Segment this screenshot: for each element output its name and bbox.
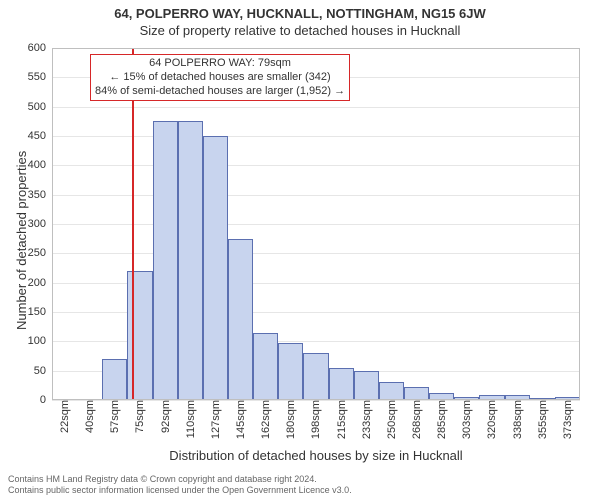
x-tick-label: 250sqm: [382, 400, 398, 439]
y-axis-label: Number of detached properties: [14, 151, 29, 330]
histogram-bar: [253, 333, 278, 400]
y-tick-label: 400: [28, 159, 52, 171]
y-tick-label: 0: [40, 394, 52, 406]
y-tick-label: 600: [28, 42, 52, 54]
y-tick-label: 300: [28, 218, 52, 230]
y-tick-label: 50: [34, 365, 52, 377]
x-tick-label: 320sqm: [482, 400, 498, 439]
footer-line-2: Contains public sector information licen…: [8, 485, 352, 496]
histogram-bar: [329, 368, 354, 400]
x-tick-label: 268sqm: [407, 400, 423, 439]
grid-line: [52, 48, 580, 49]
grid-line: [52, 253, 580, 254]
x-tick-label: 127sqm: [206, 400, 222, 439]
x-tick-label: 110sqm: [181, 400, 197, 438]
y-tick-label: 450: [28, 130, 52, 142]
page-title-address: 64, POLPERRO WAY, HUCKNALL, NOTTINGHAM, …: [0, 0, 600, 21]
y-tick-label: 550: [28, 71, 52, 83]
x-tick-label: 303sqm: [457, 400, 473, 439]
x-tick-label: 162sqm: [256, 400, 272, 439]
y-tick-label: 150: [28, 306, 52, 318]
histogram-bar: [153, 121, 178, 400]
y-tick-label: 500: [28, 101, 52, 113]
x-tick-label: 92sqm: [156, 400, 172, 433]
y-tick-label: 100: [28, 335, 52, 347]
histogram-bar: [178, 121, 203, 400]
y-tick-label: 250: [28, 247, 52, 259]
histogram-bar: [379, 382, 404, 400]
histogram-bar: [228, 239, 253, 400]
x-tick-label: 22sqm: [55, 400, 71, 433]
footer-line-1: Contains HM Land Registry data © Crown c…: [8, 474, 352, 485]
grid-line: [52, 224, 580, 225]
plot-area: 05010015020025030035040045050055060022sq…: [52, 48, 580, 400]
x-tick-label: 57sqm: [105, 400, 121, 433]
annotation-line-2: ← 15% of detached houses are smaller (34…: [95, 71, 345, 85]
x-tick-label: 355sqm: [533, 400, 549, 439]
grid-line: [52, 165, 580, 166]
page-title-subtitle: Size of property relative to detached ho…: [0, 21, 600, 38]
grid-line: [52, 195, 580, 196]
x-tick-label: 233sqm: [357, 400, 373, 439]
chart-container: 64, POLPERRO WAY, HUCKNALL, NOTTINGHAM, …: [0, 0, 600, 500]
histogram-bar: [303, 353, 328, 400]
annotation-line-3: 84% of semi-detached houses are larger (…: [95, 85, 345, 99]
x-tick-label: 215sqm: [332, 400, 348, 439]
annotation-line-1: 64 POLPERRO WAY: 79sqm: [95, 57, 345, 71]
x-tick-label: 373sqm: [558, 400, 574, 439]
y-tick-label: 350: [28, 189, 52, 201]
x-tick-label: 180sqm: [281, 400, 297, 439]
x-axis-label: Distribution of detached houses by size …: [52, 448, 580, 463]
x-tick-label: 198sqm: [306, 400, 322, 439]
x-tick-label: 75sqm: [130, 400, 146, 433]
histogram-bar: [354, 371, 379, 400]
x-tick-label: 145sqm: [231, 400, 247, 439]
histogram-bar: [278, 343, 303, 400]
grid-line: [52, 136, 580, 137]
histogram-bar: [429, 393, 454, 400]
histogram-bar: [102, 359, 127, 400]
x-tick-label: 285sqm: [432, 400, 448, 439]
x-tick-label: 40sqm: [80, 400, 96, 433]
x-tick-label: 338sqm: [508, 400, 524, 439]
footer-attribution: Contains HM Land Registry data © Crown c…: [8, 474, 352, 496]
histogram-bar: [404, 387, 429, 400]
annotation-callout: 64 POLPERRO WAY: 79sqm ← 15% of detached…: [90, 54, 350, 101]
histogram-bar: [203, 136, 228, 400]
histogram-bar: [127, 271, 152, 400]
grid-line: [52, 107, 580, 108]
y-tick-label: 200: [28, 277, 52, 289]
